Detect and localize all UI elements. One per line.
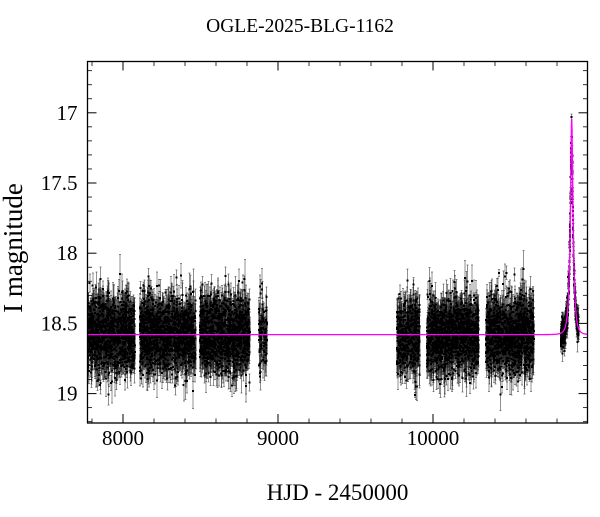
svg-text:10000: 10000 [407,426,460,450]
svg-text:OGLE-2025-BLG-1162: OGLE-2025-BLG-1162 [206,16,394,37]
svg-text:18: 18 [57,241,78,265]
svg-text:18.5: 18.5 [41,311,78,335]
svg-text:8000: 8000 [102,426,144,450]
svg-text:I magnitude: I magnitude [0,183,28,313]
svg-text:HJD - 2450000: HJD - 2450000 [267,480,409,505]
svg-text:17.5: 17.5 [41,171,78,195]
svg-text:17: 17 [57,101,78,125]
svg-text:9000: 9000 [257,426,299,450]
svg-text:19: 19 [57,382,78,406]
